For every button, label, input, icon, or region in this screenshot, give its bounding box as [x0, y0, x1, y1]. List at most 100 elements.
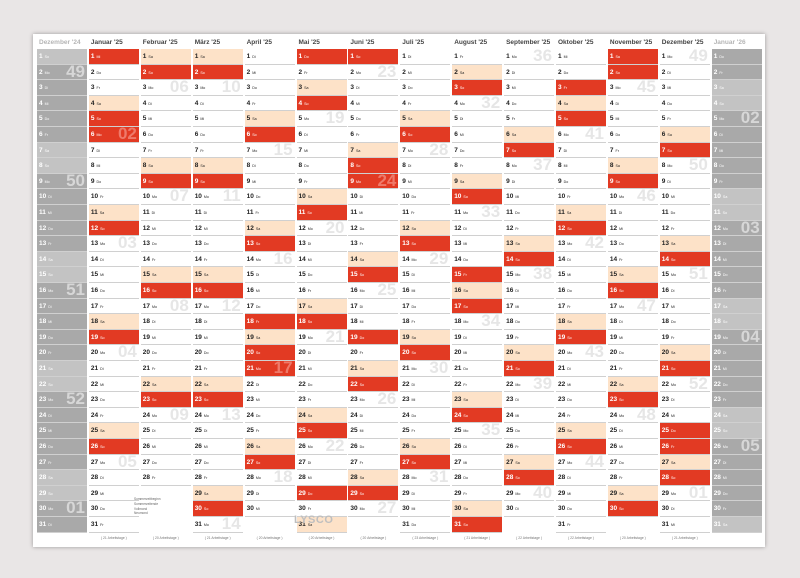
weekday-label: Mo: [567, 242, 573, 247]
weekday-label: Fr: [722, 507, 727, 512]
weekday-label: Mi: [48, 429, 53, 434]
weekday-label: Di: [411, 382, 415, 387]
weekday-label: Di: [567, 476, 571, 481]
day-number: 25 Fr: [246, 427, 260, 435]
weekday-label: Di: [463, 445, 467, 450]
day-cell: 2 Mi: [400, 64, 451, 81]
day-cell: 8 Sa: [607, 158, 658, 174]
day-cell: 11 Di: [192, 205, 243, 221]
day-cell: 17 Mo 12: [192, 298, 243, 315]
day-cell: 9 So: [140, 173, 191, 190]
weekday-label: Fr: [100, 413, 104, 418]
weekday-label: Do: [255, 304, 261, 309]
weekday-label: Fr: [722, 289, 727, 294]
weekday-label: Fr: [48, 351, 52, 356]
weekday-label: Do: [96, 70, 102, 75]
day-number: 13 Do: [142, 240, 157, 248]
weekday-label: Sa: [255, 445, 261, 450]
day-cell: 17 Di: [37, 298, 87, 315]
weekday-label: Mo: [671, 382, 677, 387]
weekday-label: Fr: [567, 413, 571, 418]
day-cell: 6 So: [244, 127, 295, 143]
day-cell: 12 Fr: [504, 220, 555, 237]
weekday-label: Di: [563, 148, 568, 153]
day-number: 3 Mi: [506, 84, 516, 92]
day-cell: 3 Sa: [296, 80, 347, 96]
weekday-label: Di: [148, 101, 152, 106]
day-number: 10 Sa: [298, 193, 313, 201]
day-cell: 4 So: [296, 95, 347, 112]
weekday-label: Sa: [567, 429, 572, 434]
weekday-label: Di: [100, 257, 104, 262]
day-number: 1 So: [39, 53, 50, 61]
day-number: 29 Fr: [454, 489, 467, 497]
weekday-label: Fr: [619, 367, 623, 372]
day-number: 7 Mo: [402, 146, 413, 154]
weekday-label: Fr: [304, 70, 308, 75]
day-cell: 10 Do: [400, 189, 451, 205]
day-cell: 9 Do: [88, 173, 139, 190]
day-cell: 12 Fr: [659, 220, 710, 237]
day-number: 31 Mo: [194, 521, 209, 529]
weekday-label: Mo: [152, 304, 158, 309]
weekday-label: Do: [722, 382, 728, 387]
day-cell: 15 Sa: [607, 267, 658, 283]
weekday-label: So: [148, 179, 153, 184]
day-cell: 30 Mo 27: [348, 501, 399, 517]
day-number: 26 Mi: [142, 443, 156, 451]
month-footer: ( 22 Arbeitstage ): [568, 536, 594, 540]
day-cell: 17 So: [452, 298, 503, 315]
weekday-label: Sa: [667, 133, 672, 138]
day-cell: 19 Do: [37, 329, 87, 346]
weekday-label: So: [100, 335, 105, 340]
day-number: 12 Do: [350, 224, 365, 232]
weekday-label: Di: [618, 211, 623, 216]
day-cell: 17 Mi: [504, 298, 555, 315]
day-cell: 7 Fr: [140, 142, 191, 159]
day-number: 9 Mi: [402, 177, 412, 185]
day-cell: 18 Sa: [88, 314, 139, 330]
day-cell: 8 Do: [296, 158, 347, 174]
day-cell: 3 Mi: [504, 80, 555, 96]
month-footer: ( 21 Arbeitstage ): [464, 536, 491, 540]
day-cell: 5 Do: [37, 111, 87, 127]
weekday-label: Mi: [252, 179, 257, 184]
day-number: 17 Di: [350, 302, 364, 310]
day-number: 9 Fr: [298, 177, 308, 185]
day-cell: 8 Di: [244, 158, 295, 174]
weekday-label: So: [459, 86, 465, 91]
day-number: 14 Di: [90, 255, 104, 263]
day-cell: 21 Mi: [296, 361, 347, 377]
day-cell: 8 Fr: [452, 158, 503, 174]
day-number: 25 Mi: [350, 427, 364, 435]
weekday-label: Sa: [304, 86, 309, 91]
weekday-label: Mo: [411, 257, 417, 262]
day-number: 16 Mo: [350, 287, 365, 295]
day-number: 13 Do: [194, 240, 209, 248]
weekday-label: Fr: [567, 523, 571, 528]
day-number: 29 So: [39, 489, 53, 497]
day-number: 30 So: [194, 505, 209, 513]
day-cell: 7 Mo 28: [400, 142, 451, 159]
legend: Sommerzeitbeginn Sommerzeitende Vollmond…: [134, 497, 182, 516]
day-number: 27 Do: [194, 458, 209, 466]
day-number: 11 Di: [609, 209, 623, 217]
day-number: 26 Do: [39, 443, 53, 451]
day-number: 23 So: [142, 396, 157, 404]
day-cell: 2 Fr: [296, 64, 347, 81]
day-number: 17 Mi: [506, 302, 520, 310]
day-number: 11 Do: [661, 209, 676, 217]
weekday-label: So: [411, 460, 416, 465]
day-cell: 2 So: [192, 64, 243, 81]
day-number: 2 Do: [558, 68, 569, 76]
day-cell: 24 Mo 09: [140, 407, 191, 424]
day-cell: 24 Mo 13: [192, 407, 243, 424]
day-number: 26 Sa: [246, 443, 261, 451]
week-number: 27: [377, 501, 397, 517]
weekday-label: Sa: [148, 55, 153, 60]
weekday-label: Mi: [255, 507, 260, 512]
day-cell: 13 Mo 42: [556, 236, 606, 252]
day-number: 9 So: [142, 177, 153, 185]
day-cell: 25 Do: [659, 423, 710, 439]
day-cell: 7 Di: [556, 142, 606, 159]
